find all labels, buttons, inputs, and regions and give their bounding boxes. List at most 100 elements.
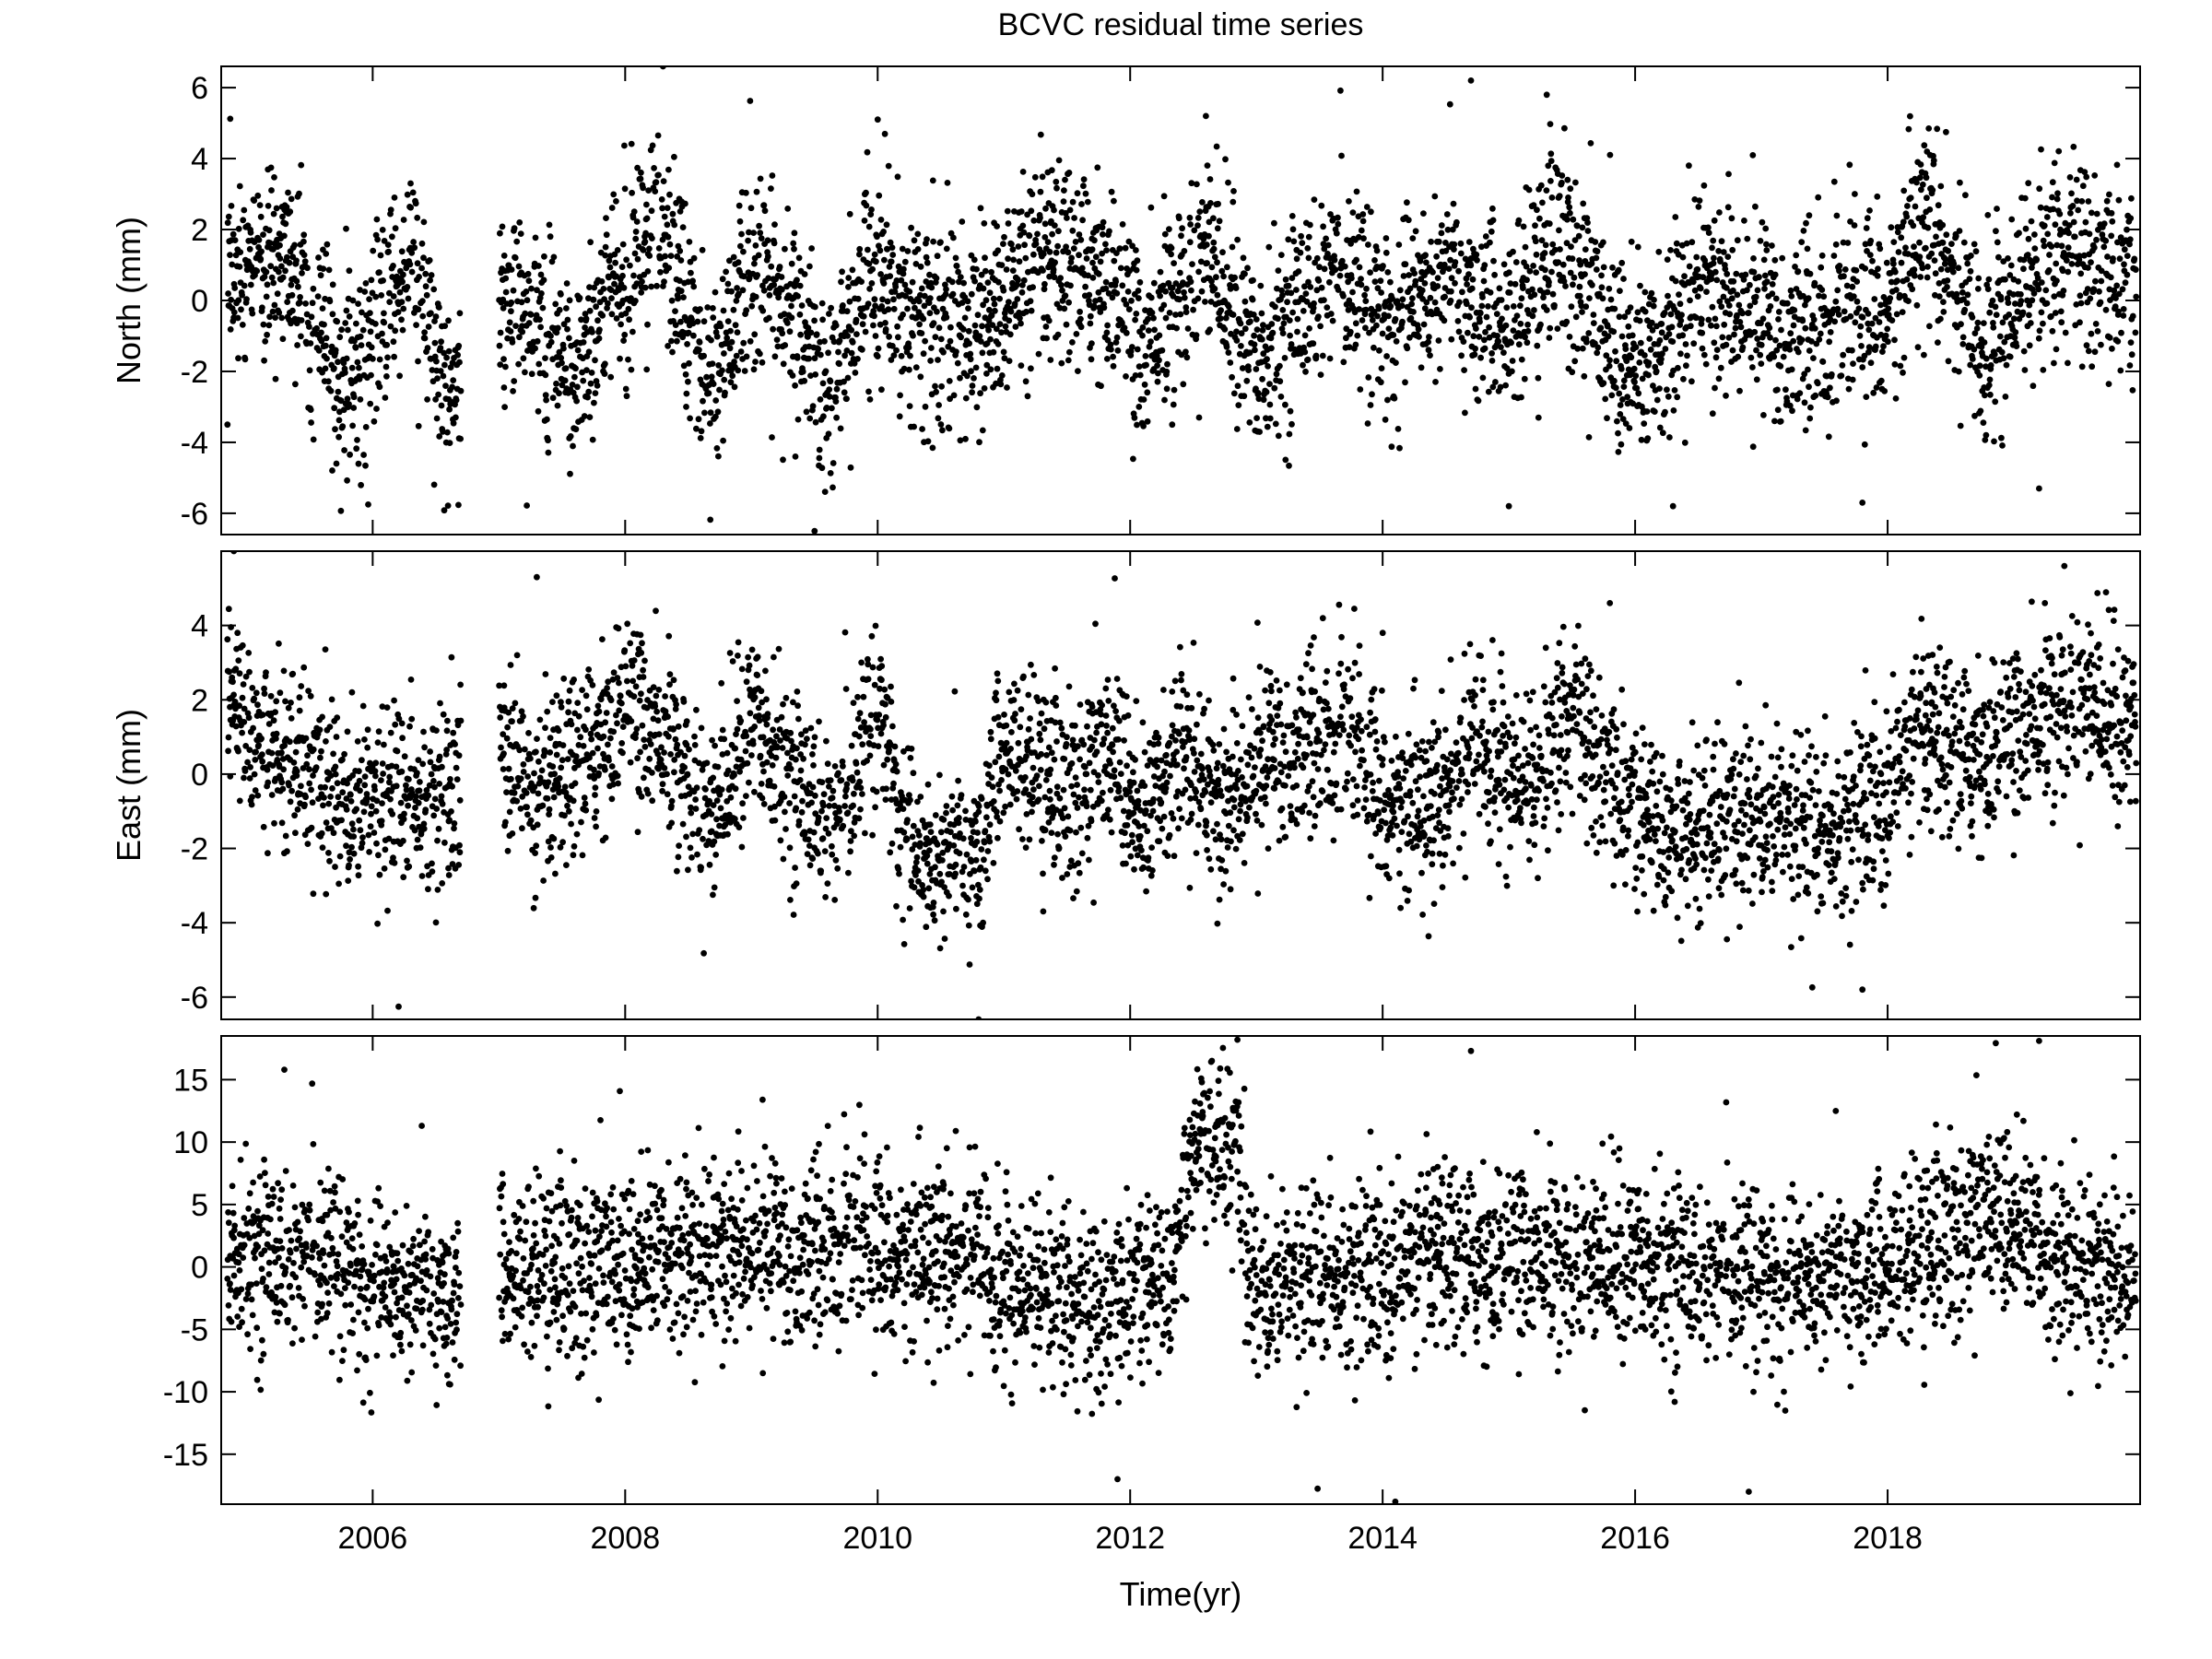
data-point: [1053, 184, 1060, 192]
data-point: [368, 810, 374, 818]
data-point: [1936, 293, 1943, 300]
data-point: [634, 255, 641, 263]
data-point: [1214, 259, 1220, 266]
data-point: [317, 272, 324, 279]
data-point: [235, 747, 241, 755]
data-point: [284, 848, 290, 855]
data-point: [1275, 315, 1281, 323]
data-point: [866, 396, 874, 403]
data-point: [971, 256, 978, 264]
data-point: [959, 300, 966, 306]
data-point: [1215, 200, 1221, 207]
data-point: [1144, 389, 1151, 396]
data-point: [1494, 333, 1500, 339]
data-point: [1882, 332, 1889, 339]
data-point: [497, 361, 504, 368]
data-point: [1953, 290, 1960, 298]
data-point: [520, 355, 527, 362]
data-point: [1818, 264, 1825, 271]
data-point: [880, 280, 888, 287]
data-point: [1037, 214, 1043, 221]
data-point: [2002, 394, 2009, 400]
data-point: [1321, 245, 1328, 253]
data-point: [1531, 291, 1538, 299]
data-point: [1656, 336, 1664, 344]
data-point: [1903, 213, 1911, 220]
data-point: [812, 371, 819, 378]
data-point: [1589, 281, 1595, 288]
data-point: [1728, 295, 1735, 302]
data-point: [836, 360, 842, 368]
data-point: [416, 823, 422, 830]
data-point: [643, 201, 650, 208]
data-point: [2038, 146, 2044, 153]
data-point: [1318, 202, 1325, 209]
data-point: [391, 353, 397, 360]
data-point: [334, 714, 341, 721]
data-point: [1539, 199, 1546, 206]
data-point: [1452, 259, 1459, 265]
data-point: [353, 806, 360, 813]
data-point: [947, 395, 953, 403]
data-point: [895, 263, 902, 270]
data-point: [632, 235, 640, 242]
data-point: [1163, 368, 1171, 375]
data-point: [906, 403, 913, 409]
data-point: [788, 260, 795, 267]
data-point: [1651, 408, 1658, 415]
data-point: [1779, 254, 1786, 262]
data-point: [1194, 181, 1200, 188]
data-point: [1046, 273, 1053, 280]
data-point: [1761, 285, 1768, 292]
data-point: [580, 377, 587, 384]
data-point: [2052, 221, 2059, 229]
data-point: [1788, 293, 1795, 300]
data-point: [1075, 368, 1081, 374]
data-point: [2085, 347, 2092, 355]
data-point: [735, 202, 743, 209]
data-point: [1178, 232, 1184, 240]
data-point: [837, 425, 844, 432]
data-point: [246, 775, 253, 782]
data-point: [1366, 329, 1372, 336]
data-point: [734, 329, 741, 335]
data-point: [1980, 320, 1987, 326]
data-point: [434, 887, 441, 893]
data-point: [524, 270, 532, 277]
data-point: [1581, 372, 1588, 380]
data-point: [385, 835, 393, 842]
data-point: [1769, 242, 1775, 249]
data-point: [825, 430, 832, 438]
data-point: [358, 481, 364, 488]
data-point: [314, 293, 322, 300]
data-point: [322, 646, 329, 653]
data-point: [1103, 356, 1111, 362]
data-point: [675, 242, 682, 250]
data-point: [747, 205, 755, 212]
data-point: [427, 276, 433, 284]
data-point: [1662, 346, 1669, 352]
data-point: [261, 690, 268, 697]
data-point: [2085, 265, 2091, 271]
data-point: [1705, 224, 1712, 231]
data-point: [1823, 372, 1830, 380]
data-point: [818, 300, 826, 307]
data-point: [524, 297, 531, 304]
data-point: [343, 355, 350, 362]
data-point: [878, 303, 886, 310]
data-point: [392, 721, 399, 728]
data-point: [1891, 336, 1898, 344]
data-point: [2036, 485, 2042, 492]
data-point: [1816, 335, 1823, 343]
data-point: [642, 229, 649, 237]
data-point: [844, 333, 851, 339]
data-point: [720, 307, 727, 314]
data-point: [2088, 363, 2096, 371]
data-point: [638, 169, 644, 176]
data-point: [947, 337, 954, 345]
data-point: [1745, 310, 1752, 316]
data-point: [1972, 248, 1980, 255]
data-point: [900, 270, 907, 277]
data-point: [327, 772, 335, 779]
data-point: [768, 185, 774, 193]
